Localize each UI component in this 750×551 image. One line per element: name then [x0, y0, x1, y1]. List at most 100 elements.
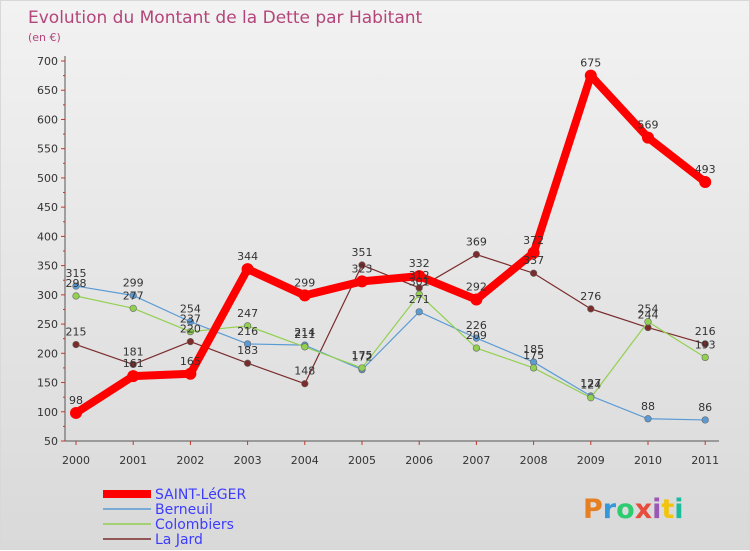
data-label: 124 — [580, 379, 601, 392]
data-label: 165 — [180, 355, 201, 368]
data-point — [72, 292, 80, 300]
data-point — [642, 131, 654, 144]
data-label: 372 — [523, 234, 544, 247]
data-point — [701, 340, 709, 348]
logo-letter: i — [652, 494, 661, 525]
x-tick-label: 2003 — [234, 454, 262, 467]
data-point — [186, 338, 194, 346]
series-line-0 — [72, 71, 710, 417]
data-point — [301, 343, 309, 351]
x-tick-label: 2009 — [577, 454, 605, 467]
series-group — [70, 69, 712, 424]
y-tick-label: 50 — [44, 435, 58, 448]
data-label: 344 — [237, 250, 258, 263]
data-point — [529, 364, 538, 372]
data-label: 315 — [66, 267, 87, 280]
data-label: 569 — [638, 119, 659, 132]
data-point — [587, 394, 595, 402]
axes: 50 100 150 200 250 300 350 400 450 500 550 600 650 70… — [37, 55, 719, 467]
data-label: 237 — [180, 313, 201, 326]
data-point — [301, 380, 309, 388]
data-label: 254 — [638, 303, 659, 316]
data-label: 247 — [237, 307, 258, 320]
y-tick-label: 200 — [37, 347, 58, 360]
y-tick-label: 100 — [37, 406, 58, 419]
x-tick-label: 2006 — [405, 454, 433, 467]
data-label: 493 — [695, 163, 716, 176]
legend-label: Colombiers — [155, 517, 234, 533]
data-point — [356, 275, 368, 288]
data-point — [529, 269, 538, 277]
logo-letter: r — [603, 494, 617, 525]
data-point — [70, 406, 82, 419]
data-point — [472, 250, 481, 259]
data-point — [186, 318, 194, 326]
data-point — [587, 305, 595, 313]
data-label: 161 — [123, 357, 144, 370]
x-tick-label: 2001 — [119, 454, 147, 467]
data-label: 271 — [409, 293, 430, 306]
data-point — [415, 308, 423, 316]
series-line-2 — [75, 293, 706, 399]
data-point — [241, 263, 254, 276]
y-tick-label: 650 — [37, 84, 58, 97]
data-label: 299 — [294, 276, 315, 289]
data-label: 211 — [294, 328, 315, 341]
data-point — [298, 289, 311, 302]
data-label: 337 — [523, 254, 544, 267]
data-label: 88 — [641, 400, 655, 413]
data-label: 277 — [123, 289, 144, 302]
data-label: 127 — [580, 377, 601, 390]
x-tick-label: 2004 — [291, 454, 319, 467]
logo-letter: o — [616, 494, 635, 525]
data-label: 98 — [69, 394, 83, 407]
data-point — [527, 246, 540, 259]
data-point — [186, 328, 194, 336]
data-point — [701, 353, 709, 362]
y-tick-label: 450 — [37, 201, 58, 214]
data-label: 148 — [294, 365, 315, 378]
data-label: 181 — [123, 345, 144, 358]
data-label: 216 — [695, 325, 716, 338]
data-label: 183 — [237, 344, 258, 357]
data-point — [184, 367, 197, 380]
y-tick-label: 300 — [37, 289, 58, 302]
data-label: 86 — [698, 401, 712, 414]
data-label: 675 — [580, 57, 601, 70]
data-point — [701, 416, 709, 424]
logo-letter: t — [661, 494, 674, 525]
data-point — [129, 291, 137, 300]
data-label: 292 — [466, 281, 487, 294]
data-label: 254 — [180, 303, 201, 316]
data-label: 369 — [466, 236, 487, 249]
x-tick-label: 2007 — [462, 454, 490, 467]
legend-label: Berneuil — [155, 502, 213, 518]
series-line-3 — [75, 253, 706, 385]
data-label: 276 — [580, 290, 601, 303]
data-point — [244, 322, 252, 330]
data-point — [644, 415, 652, 423]
logo-letter: P — [583, 494, 603, 525]
proxiti-logo: Proxiti — [583, 494, 684, 525]
legend-label: SAINT-LéGER — [155, 487, 247, 503]
data-point — [127, 370, 140, 383]
data-point — [358, 261, 366, 269]
data-label: 175 — [523, 349, 544, 362]
data-label: 216 — [237, 325, 258, 338]
data-point — [72, 340, 80, 349]
data-label: 323 — [352, 262, 373, 275]
x-tick-label: 2010 — [634, 454, 662, 467]
data-point — [129, 360, 137, 369]
x-tick-label: 2002 — [176, 454, 204, 467]
data-point — [470, 293, 483, 306]
x-tick-label: 2000 — [62, 454, 90, 467]
data-label: 215 — [66, 326, 87, 339]
y-tick-label: 250 — [37, 318, 58, 331]
chart-title: Evolution du Montant de la Dette par Hab… — [28, 8, 423, 28]
y-tick-label: 400 — [37, 230, 58, 243]
data-label: 312 — [409, 269, 430, 282]
